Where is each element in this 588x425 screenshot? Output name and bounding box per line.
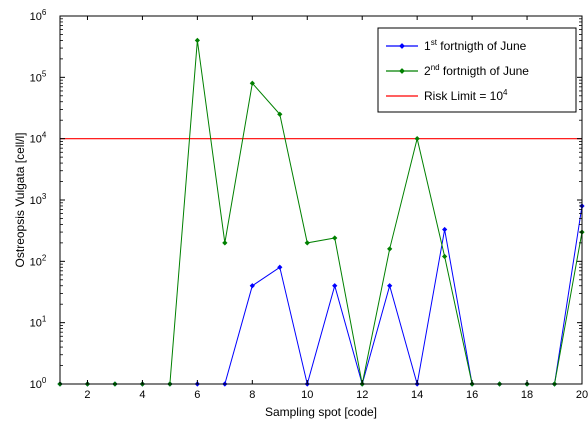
data-point — [387, 283, 393, 289]
data-point — [277, 111, 283, 117]
data-point — [277, 264, 283, 270]
y-tick-label: 105 — [30, 69, 47, 84]
x-tick-label: 10 — [301, 389, 313, 401]
x-tick-label: 16 — [466, 389, 478, 401]
y-tick-base: 10 — [30, 379, 42, 391]
data-point — [249, 80, 255, 86]
y-tick-exponent: 2 — [42, 253, 47, 262]
legend-label-number: 1 — [424, 39, 431, 53]
x-tick-label: 4 — [139, 389, 145, 401]
legend-box — [377, 27, 577, 113]
legend-marker — [399, 68, 405, 74]
y-tick-exponent: 6 — [42, 8, 47, 17]
legend-label-superscript: 4 — [503, 88, 508, 97]
data-point — [332, 283, 338, 289]
legend-label: Risk Limit = 104 — [424, 88, 508, 103]
legend-label-superscript: nd — [431, 63, 440, 72]
data-point — [442, 226, 448, 233]
y-tick-exponent: 5 — [42, 69, 47, 78]
data-point — [194, 37, 200, 44]
x-tick-label: 8 — [249, 389, 255, 401]
data-point — [414, 136, 420, 142]
x-axis-label: Sampling spot [code] — [265, 405, 377, 419]
y-tick-exponent: 1 — [42, 315, 47, 324]
y-tick-exponent: 3 — [42, 192, 47, 201]
y-tick-label: 101 — [30, 315, 47, 330]
data-point — [442, 253, 448, 260]
legend-label: 1st fortnigth of June — [424, 38, 527, 53]
legend-label-text: Risk Limit = 10 — [424, 89, 503, 103]
y-axis-label: Ostreopsis Vulgata [cell/l] — [13, 133, 27, 268]
y-tick-base: 10 — [30, 134, 42, 146]
data-point — [249, 283, 255, 289]
y-tick-base: 10 — [30, 256, 42, 268]
y-tick-base: 10 — [30, 72, 42, 84]
y-tick-exponent: 4 — [42, 131, 47, 140]
y-tick-label: 106 — [30, 8, 47, 23]
x-tick-label: 6 — [194, 389, 200, 401]
y-tick-base: 10 — [30, 11, 42, 23]
x-tick-label: 20 — [576, 389, 588, 401]
x-tick-label: 2 — [84, 389, 90, 401]
legend-label-superscript: st — [431, 38, 438, 47]
y-tick-label: 103 — [30, 192, 47, 207]
y-tick-exponent: 0 — [42, 376, 47, 385]
x-tick-label: 18 — [521, 389, 533, 401]
y-tick-base: 10 — [30, 195, 42, 207]
y-tick-label: 104 — [30, 131, 47, 146]
legend-label-number: 2 — [424, 64, 431, 78]
data-point — [304, 240, 310, 246]
legend-label: 2nd fortnigth of June — [424, 63, 529, 78]
x-tick-label: 14 — [411, 389, 423, 401]
legend-label-text: fortnigth of June — [440, 64, 530, 78]
y-tick-base: 10 — [30, 318, 42, 330]
y-tick-label: 102 — [30, 253, 47, 268]
y-tick-label: 100 — [30, 376, 47, 391]
legend-marker — [399, 43, 405, 49]
data-point — [332, 235, 338, 241]
legend-label-text: fortnigth of June — [437, 39, 527, 53]
data-point — [222, 240, 228, 246]
x-tick-label: 12 — [356, 389, 368, 401]
data-point — [387, 246, 393, 252]
